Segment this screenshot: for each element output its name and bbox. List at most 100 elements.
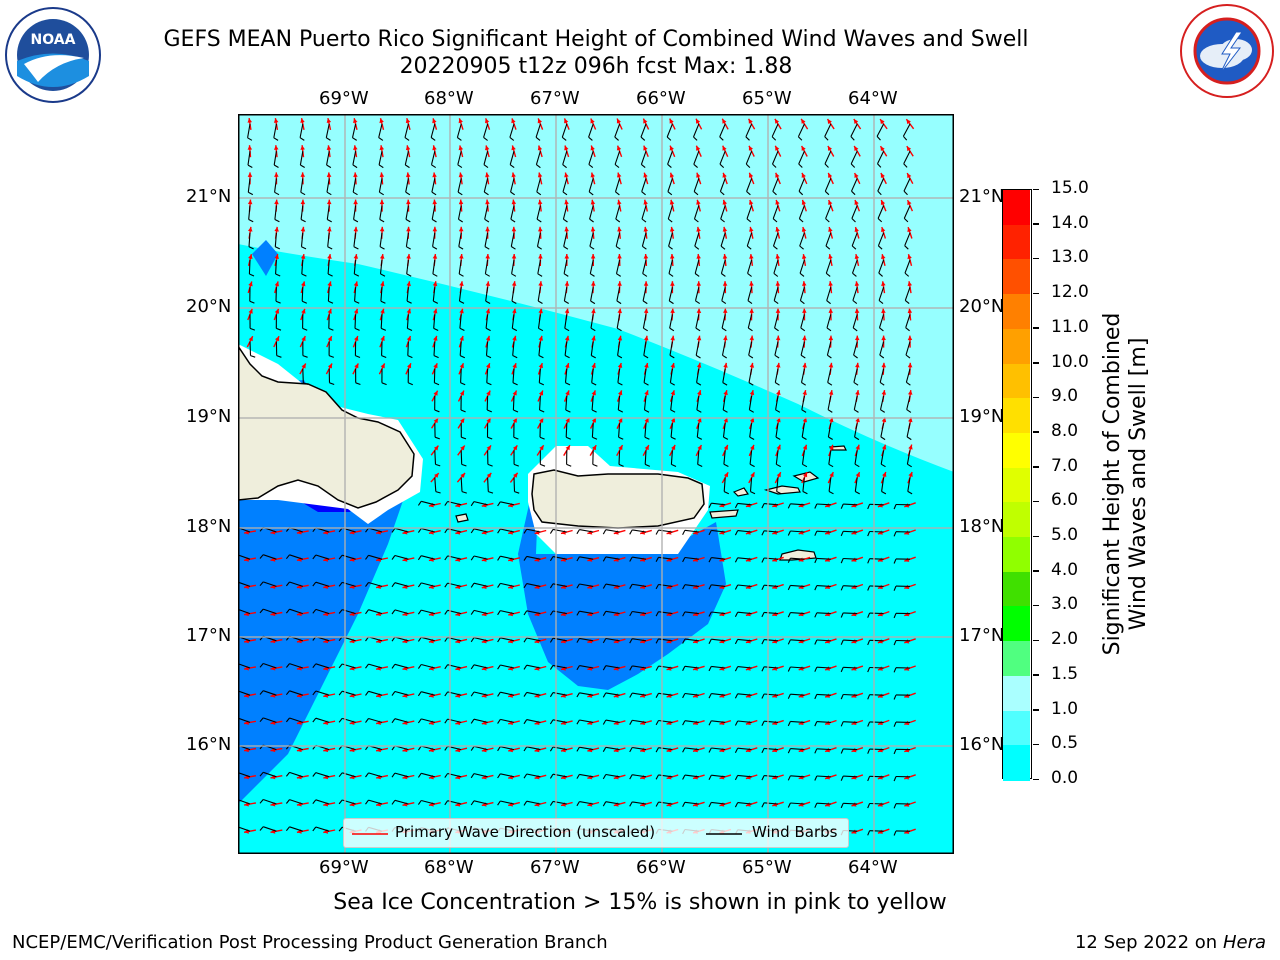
wind-barb — [749, 423, 753, 438]
wind-barb — [591, 395, 594, 411]
wave-direction-arrowhead — [460, 445, 465, 451]
wind-barb — [404, 151, 409, 166]
wind-barb — [658, 611, 673, 615]
wind-barb — [642, 287, 647, 302]
wave-direction-arrowhead — [353, 254, 359, 259]
wind-barb-flag — [417, 772, 422, 778]
wind-barb — [906, 450, 911, 465]
wind-barb-flag — [668, 245, 673, 250]
wind-barb-flag — [459, 300, 465, 304]
wave-direction-arrowhead — [380, 254, 385, 259]
wind-barb-flag — [485, 273, 490, 277]
wind-barb-flag — [840, 503, 844, 509]
wind-barb — [667, 205, 673, 220]
wind-barb — [843, 612, 858, 615]
wind-barb-flag — [285, 663, 290, 668]
wind-barb-flag — [614, 136, 619, 141]
wave-direction-arrowhead — [722, 118, 727, 124]
wind-barb-flag — [629, 747, 633, 753]
wind-barb — [853, 395, 858, 410]
wind-barb-flag — [512, 382, 518, 386]
wind-barb-flag — [417, 582, 422, 588]
wave-direction-arrowhead — [274, 226, 279, 232]
colorbar-tick-mark — [1033, 604, 1039, 607]
wind-barb — [720, 205, 726, 220]
wave-direction-arrowhead — [432, 281, 438, 287]
wind-barb — [764, 530, 779, 533]
wind-barb-flag — [800, 354, 806, 359]
wind-barb-flag — [867, 748, 871, 754]
wind-barb — [853, 368, 858, 383]
wind-barb-flag — [734, 747, 739, 753]
wind-barb-flag — [694, 273, 700, 277]
wind-barb — [670, 395, 673, 410]
wind-barb — [500, 800, 515, 805]
wave-direction-arrowhead — [617, 308, 622, 314]
wave-direction-arrowhead — [774, 118, 780, 124]
wind-barb — [790, 639, 805, 642]
wave-direction-arrowhead — [644, 445, 649, 451]
wave-direction-arrowhead — [828, 172, 833, 178]
wave-direction-arrowhead — [354, 363, 359, 369]
wind-barb — [615, 205, 621, 220]
wind-barb-flag — [787, 802, 791, 808]
wind-barb-flag — [354, 327, 360, 331]
colorbar-tick-mark — [1033, 743, 1039, 746]
wind-barb — [248, 232, 251, 247]
wave-direction-arrowhead — [459, 281, 464, 286]
wind-barb — [790, 557, 805, 560]
wind-barb — [827, 423, 832, 438]
wind-barb-flag — [644, 436, 650, 440]
wind-barb-flag — [590, 327, 596, 332]
wind-barb-flag — [867, 830, 871, 836]
wave-direction-arrowhead — [697, 445, 702, 450]
wave-direction-arrowhead — [538, 226, 543, 232]
wave-direction-arrowhead — [670, 335, 675, 341]
colorbar-tick-label: 8.0 — [1051, 420, 1079, 441]
wind-barb — [658, 719, 673, 723]
wave-direction-arrowhead — [512, 417, 517, 423]
wind-barb — [668, 232, 673, 247]
wind-barb — [301, 259, 304, 275]
wind-barb — [903, 205, 911, 219]
wind-barb — [816, 802, 831, 805]
wind-barb-flag — [602, 801, 607, 807]
wave-direction-legend-label: Primary Wave Direction (unscaled) — [395, 823, 656, 841]
wind-barb-flag — [670, 409, 676, 413]
wind-barb-flag — [749, 409, 754, 413]
wind-barb-flag — [434, 382, 440, 386]
wind-barb-flag — [828, 491, 834, 495]
wave-direction-arrowhead — [564, 254, 570, 259]
wind-barb — [300, 205, 304, 220]
wind-barb-flag — [285, 717, 290, 723]
wave-direction-arrowhead — [776, 472, 781, 478]
wind-barb-flag — [435, 463, 441, 467]
wind-barb-flag — [391, 527, 396, 533]
wind-barb — [711, 529, 726, 533]
wind-barb-flag — [312, 554, 317, 560]
wave-direction-arrowhead — [327, 199, 332, 205]
wind-barb-flag — [880, 463, 886, 468]
wind-barb-flag — [723, 491, 730, 495]
wave-direction-arrowhead — [327, 281, 332, 287]
wave-direction-arrowhead — [353, 172, 358, 177]
wind-barb-flag — [907, 463, 912, 468]
wind-barb — [353, 259, 357, 274]
wind-barb-flag — [876, 136, 881, 141]
wind-barb-flag — [523, 719, 528, 725]
wave-direction-arrowhead — [591, 363, 596, 368]
wave-direction-arrowhead — [827, 119, 832, 124]
wind-barb-flag — [285, 554, 290, 560]
wind-barb-flag — [470, 555, 475, 561]
colorbar-segment — [1003, 190, 1030, 226]
wind-barb-flag — [565, 382, 571, 386]
wind-barb — [378, 151, 383, 166]
wind-barb — [511, 259, 515, 274]
wind-barb — [719, 123, 726, 138]
wave-direction-arrowhead — [881, 362, 886, 368]
wave-direction-arrowhead — [881, 254, 886, 259]
wind-barb-flag — [787, 666, 791, 672]
wind-barb — [825, 232, 832, 247]
wind-barb-flag — [576, 665, 580, 671]
wind-barb — [500, 637, 515, 642]
